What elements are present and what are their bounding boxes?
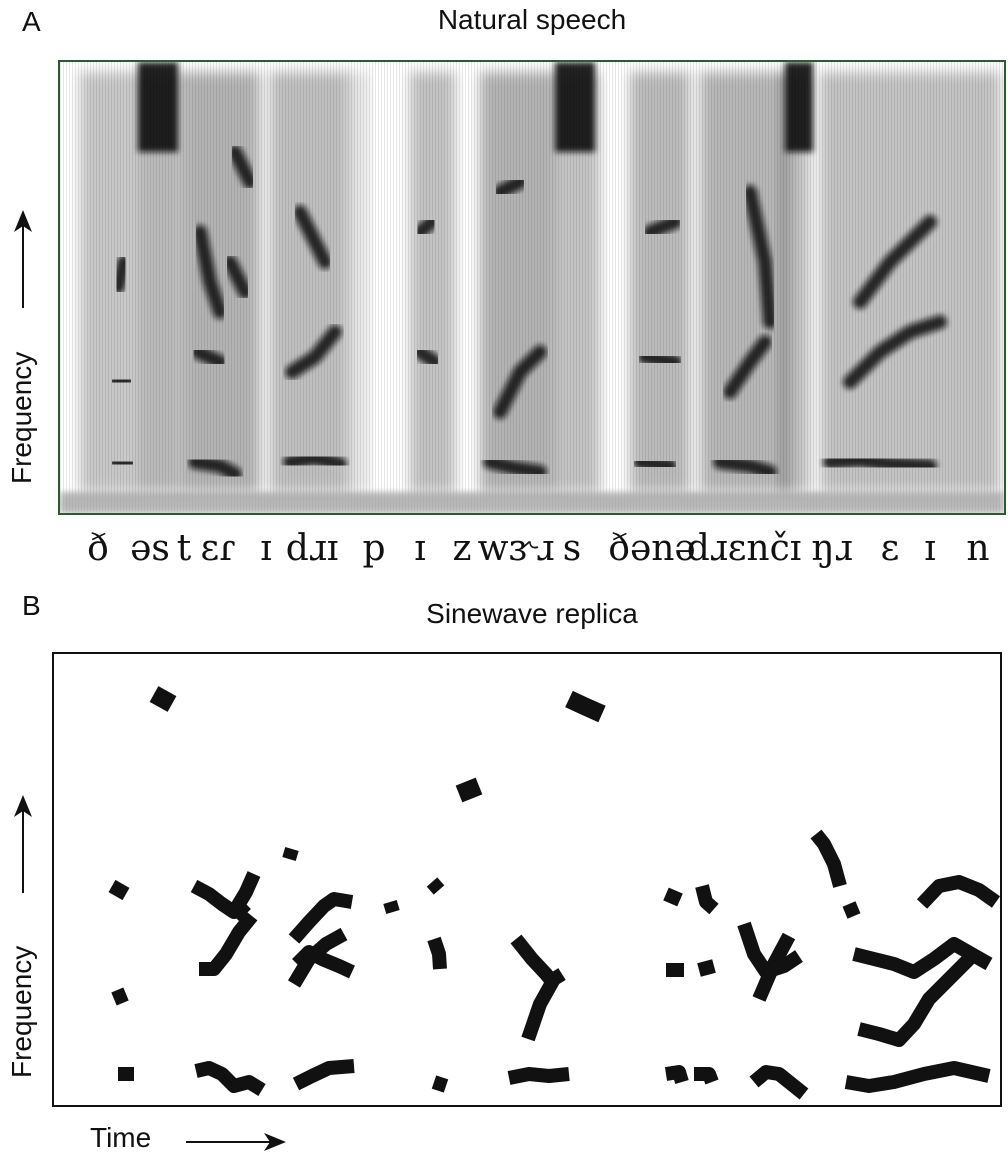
phoneme-label: ɛ bbox=[880, 528, 900, 569]
panel-b-frequency-arrow-icon bbox=[14, 795, 32, 893]
panel-b-letter: B bbox=[22, 590, 41, 621]
sinewave-f3-track bbox=[229, 899, 251, 921]
sinewave-plot bbox=[52, 652, 1002, 1107]
phoneme-label: dɹɪ bbox=[285, 528, 339, 569]
phoneme-label: əs bbox=[130, 528, 170, 569]
sinewave-f2-track bbox=[199, 911, 258, 976]
sinewave-image bbox=[108, 686, 1000, 1100]
sinewave-f2-track bbox=[857, 949, 979, 1047]
sinewave-f2-track bbox=[852, 937, 993, 979]
phoneme-label: wɝɹ bbox=[477, 528, 555, 569]
panel-a-letter: A bbox=[22, 6, 41, 37]
sinewave-f3-track bbox=[383, 899, 400, 915]
sinewave-f3-track bbox=[282, 846, 299, 862]
sinewave-fricative-track bbox=[149, 686, 177, 712]
sinewave-f2-track bbox=[287, 927, 348, 988]
sinewave-f1-track bbox=[292, 1059, 355, 1091]
phoneme-label: p bbox=[362, 528, 386, 569]
sinewave-f1-track bbox=[431, 1075, 449, 1093]
panel-a-ylabel: Frequency bbox=[6, 351, 37, 484]
time-axis-label: Time bbox=[90, 1122, 152, 1153]
phoneme-label: ðənə bbox=[608, 528, 696, 569]
sinewave-f2-track bbox=[752, 932, 796, 1002]
sinewave-f3-track bbox=[663, 887, 683, 907]
sinewave-f1-track bbox=[507, 1067, 570, 1085]
phoneme-label: dɹɛnčɪ bbox=[686, 528, 802, 569]
phoneme-label: ɪ bbox=[260, 528, 272, 569]
sinewave-f3-track bbox=[916, 875, 1000, 909]
sinewave-f3-track bbox=[190, 871, 261, 919]
time-arrow-icon bbox=[186, 1133, 286, 1151]
phoneme-label: ɪ bbox=[414, 528, 426, 569]
panel-b-ylabel: Frequency bbox=[6, 945, 37, 1078]
sinewave-f3-track bbox=[426, 877, 445, 895]
sinewave-f1-track bbox=[664, 1065, 689, 1085]
sinewave-f2-track bbox=[427, 936, 447, 970]
phoneme-label: t bbox=[176, 528, 192, 569]
phoneme-label: ɛɾ bbox=[200, 528, 236, 569]
phoneme-label: n bbox=[966, 528, 990, 569]
panel-a-title: Natural speech bbox=[437, 4, 627, 35]
sinewave-f3-track bbox=[695, 884, 719, 915]
sinewave-f3-track bbox=[810, 829, 847, 888]
spectrogram-image bbox=[60, 62, 1004, 513]
phoneme-label: z bbox=[452, 528, 472, 569]
panel-a-frequency-arrow-icon bbox=[14, 210, 32, 308]
phoneme-label: ɪ bbox=[924, 528, 936, 569]
sinewave-f1-track bbox=[749, 1065, 809, 1100]
panel-b-title: Sinewave replica bbox=[426, 598, 638, 629]
sinewave-f1-track bbox=[844, 1061, 991, 1093]
sinewave-f2-track bbox=[111, 987, 129, 1006]
sinewave-f2-track bbox=[697, 959, 716, 977]
phoneme-label: ŋɹ bbox=[811, 528, 853, 569]
sinewave-f1-track bbox=[194, 1061, 266, 1096]
phoneme-transcription: ð əs t ɛɾ ɪ dɹɪ p ɪ z wɝɹ s ðənə dɹɛnčɪ ŋɹ ɛ ɪ n bbox=[0, 528, 1008, 572]
sinewave-f3-track bbox=[842, 901, 861, 919]
sinewave-f3-track bbox=[108, 879, 130, 901]
sinewave-f3-track bbox=[288, 892, 354, 944]
spectrogram-plot bbox=[58, 60, 1006, 515]
sinewave-fricative-track bbox=[565, 690, 606, 723]
sinewave-fricative-track bbox=[455, 777, 483, 803]
phoneme-label: ð bbox=[87, 528, 109, 569]
sinewave-f2-track bbox=[521, 968, 566, 1042]
phoneme-label: s bbox=[562, 528, 582, 569]
sinewave-f1-track bbox=[694, 1067, 719, 1085]
